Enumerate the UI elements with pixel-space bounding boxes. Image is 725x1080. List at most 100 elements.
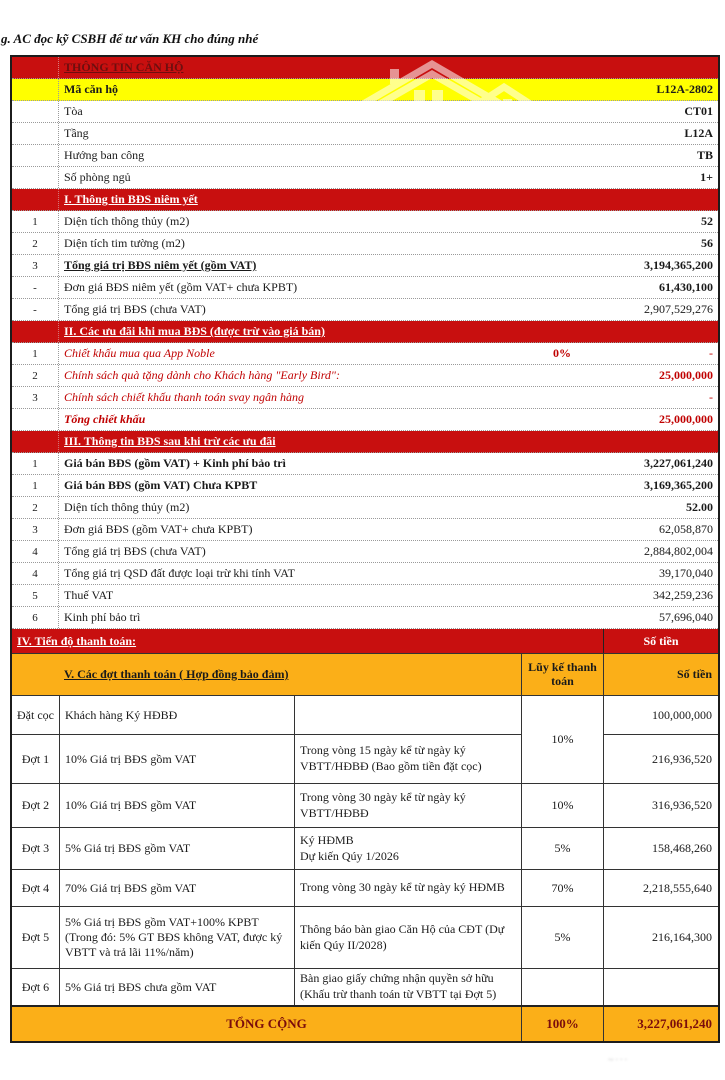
row-value: 3,169,365,200 — [644, 478, 713, 492]
row-value: 2,884,802,004 — [644, 544, 713, 558]
row-value: 61,430,100 — [659, 280, 713, 294]
payment-header-title: V. Các đợt thanh toán ( Hợp đồng bảo đảm… — [64, 667, 289, 681]
cumulative-cell-merged: 10% — [521, 696, 603, 783]
row-label: Mã căn hộ — [64, 82, 118, 96]
row-value: CT01 — [684, 104, 713, 118]
info-row: 3 Tổng giá trị BĐS niêm yết (gồm VAT) 3,… — [12, 255, 718, 277]
cumulative-cell: 10% — [521, 784, 603, 827]
row-value: 56 — [701, 236, 713, 250]
info-row: 1 Giá bán BĐS (gồm VAT) + Kinh phí bảo t… — [12, 453, 718, 475]
info-row-unit-code: Mã căn hộ L12A-2802 — [12, 79, 718, 101]
stage-cell: Đợt 4 — [21, 880, 50, 895]
amount-cell: 216,936,520 — [604, 734, 718, 783]
section-header-after-discount: III. Thông tin BĐS sau khi trừ các ưu đã… — [12, 431, 718, 453]
row-value: 3,227,061,240 — [644, 456, 713, 470]
amount-cell: 158,468,260 — [603, 828, 718, 869]
desc-cell: 10% Giá trị BĐS gồm VAT — [59, 735, 294, 783]
section-title: I. Thông tin BĐS niêm yết — [64, 192, 198, 206]
row-label: Đơn giá BĐS (gồm VAT+ chưa KPBT) — [64, 522, 253, 536]
desc-cell: Khách hàng Ký HĐBĐ — [59, 696, 294, 734]
discount-row: 1 Chiết khấu mua qua App Noble 0% - — [12, 343, 718, 365]
payment-rows-deposit-group: Đặt cọc Khách hàng Ký HĐBĐ Đợt 1 10% Giá… — [12, 695, 718, 783]
row-value: TB — [696, 148, 713, 162]
stage-cell: Đợt 6 — [21, 979, 50, 994]
info-row: 1 Giá bán BĐS (gồm VAT) Chưa KPBT 3,169,… — [12, 475, 718, 497]
grand-total-row: TỔNG CỘNG 100% 3,227,061,240 — [12, 1005, 718, 1041]
timing-cell: Ký HĐMB Dự kiến Qúy 1/2026 — [294, 828, 521, 869]
amount-cell: 216,164,300 — [603, 907, 718, 968]
section-header-apartment-info: THÔNG TIN CĂN HỘ — [12, 57, 718, 79]
row-label: Tầng — [64, 126, 89, 140]
row-value: 52.00 — [686, 500, 713, 514]
row-value: 25,000,000 — [659, 368, 713, 382]
total-amount: 3,227,061,240 — [603, 1007, 718, 1041]
stage-cell: Đợt 2 — [21, 798, 50, 812]
cumulative-cell: 5% — [521, 907, 603, 968]
section-title: IV. Tiến độ thanh toán: — [17, 633, 137, 648]
row-value: 39,170,040 — [659, 566, 713, 580]
cumulative-cell: 5% — [521, 828, 603, 869]
section-title: THÔNG TIN CĂN HỘ — [64, 60, 184, 74]
timing-cell: Bàn giao giấy chứng nhận quyền sở hữu (K… — [294, 969, 521, 1005]
stage-cell: Đặt cọc — [17, 707, 54, 722]
row-value: 57,696,040 — [659, 610, 713, 624]
payment-row: Đợt 2 10% Giá trị BĐS gồm VAT Trong vòng… — [12, 783, 718, 827]
stage-cell: Đợt 3 — [21, 841, 50, 855]
timing-cell: Trong vòng 30 ngày kể từ ngày ký HĐMB — [294, 870, 521, 906]
cumulative-cell: 70% — [521, 870, 603, 906]
desc-cell: 70% Giá trị BĐS gồm VAT — [59, 870, 294, 906]
row-label: Tổng giá trị QSD đất được loại trừ khi t… — [64, 566, 295, 580]
row-value: L12A — [684, 126, 713, 140]
row-label: Chiết khấu mua qua App Noble — [64, 346, 215, 360]
section-header-discounts: II. Các ưu đãi khi mua BĐS (được trừ vào… — [12, 321, 718, 343]
payment-table-header: V. Các đợt thanh toán ( Hợp đồng bảo đảm… — [12, 653, 718, 695]
section-title: II. Các ưu đãi khi mua BĐS (được trừ vào… — [64, 324, 325, 338]
timing-cell: Trong vòng 15 ngày kể từ ngày ký VBTT/HĐ… — [294, 735, 521, 783]
amount-cell — [603, 969, 718, 1005]
info-row: 6 Kinh phí bảo trì 57,696,040 — [12, 607, 718, 629]
advisor-note: g. AC đọc kỹ CSBH để tư vấn KH cho đúng … — [1, 31, 259, 46]
total-discount-row: Tổng chiết khấu 25,000,000 — [12, 409, 718, 431]
discount-row: 2 Chính sách quà tặng dành cho Khách hàn… — [12, 365, 718, 387]
payment-row: Đợt 5 5% Giá trị BĐS gồm VAT+100% KPBT (… — [12, 906, 718, 968]
section-header-listed-info: I. Thông tin BĐS niêm yết — [12, 189, 718, 211]
row-label: Hướng ban công — [64, 148, 145, 162]
info-row-bedrooms: Số phòng ngủ 1+ — [12, 167, 718, 189]
row-value: 3,194,365,200 — [644, 258, 713, 272]
row-label: Diện tích tim tường (m2) — [64, 236, 185, 250]
payment-row: Đợt 6 5% Giá trị BĐS chưa gồm VAT Bàn gi… — [12, 968, 718, 1005]
amount-column-header: Số tiền — [603, 629, 718, 653]
row-label: Tòa — [64, 104, 83, 118]
amount-cell: 316,936,520 — [603, 784, 718, 827]
desc-cell: 5% Giá trị BĐS gồm VAT+100% KPBT (Trong … — [59, 907, 294, 968]
row-value: 62,058,870 — [659, 522, 713, 536]
discount-row: 3 Chính sách chiết khấu thanh toán svay … — [12, 387, 718, 409]
row-label: Số phòng ngủ — [64, 170, 131, 184]
row-value: L12A-2802 — [656, 82, 713, 96]
row-label: Giá bán BĐS (gồm VAT) + Kinh phí bảo trì — [64, 456, 286, 470]
row-label: Tổng giá trị BĐS (chưa VAT) — [64, 544, 206, 558]
faint-smudge: ~··· — [608, 1055, 629, 1066]
row-value: 1+ — [700, 170, 713, 184]
row-value: - — [709, 346, 713, 360]
amount-cell: 100,000,000 — [652, 707, 712, 722]
timing-cell: Thông báo bàn giao Căn Hộ của CĐT (Dự ki… — [294, 907, 521, 968]
amount-cell: 2,218,555,640 — [603, 870, 718, 906]
row-value: 2,907,529,276 — [644, 302, 713, 316]
desc-cell: 5% Giá trị BĐS chưa gồm VAT — [59, 969, 294, 1005]
row-label: Chính sách quà tặng dành cho Khách hàng … — [64, 368, 340, 382]
info-row: 1 Diện tích thông thủy (m2) 52 — [12, 211, 718, 233]
payment-row: Đợt 3 5% Giá trị BĐS gồm VAT Ký HĐMB Dự … — [12, 827, 718, 869]
total-cumulative: 100% — [521, 1007, 603, 1041]
row-label: Thuế VAT — [64, 588, 114, 602]
row-label: Diện tích thông thủy (m2) — [64, 214, 190, 228]
row-label: Đơn giá BĐS niêm yết (gồm VAT+ chưa KPBT… — [64, 280, 298, 294]
desc-cell: 10% Giá trị BĐS gồm VAT — [59, 784, 294, 827]
timing-cell — [294, 696, 521, 734]
cumulative-cell — [521, 969, 603, 1005]
row-value: 52 — [701, 214, 713, 228]
stage-cell: Đợt 1 — [21, 751, 50, 766]
row-label: Tổng giá trị BĐS niêm yết (gồm VAT) — [64, 258, 257, 272]
info-row: 3 Đơn giá BĐS (gồm VAT+ chưa KPBT) 62,05… — [12, 519, 718, 541]
